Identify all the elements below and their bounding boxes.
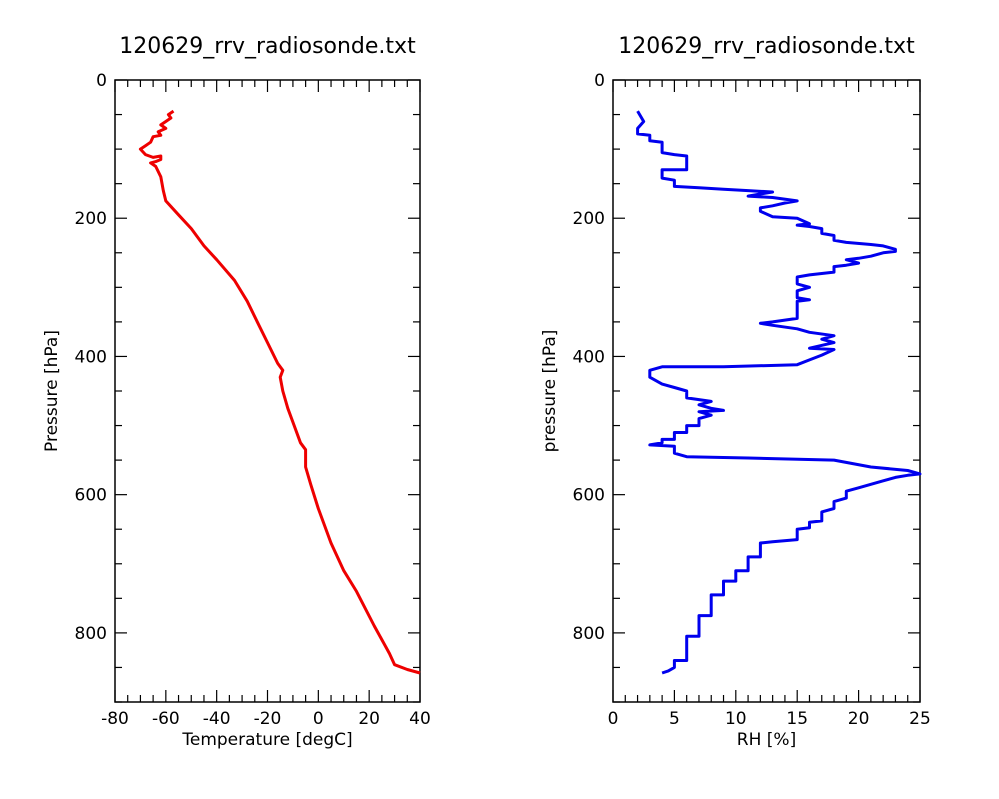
chart-title: 120629_rrv_radiosonde.txt: [618, 34, 915, 59]
y-tick-label: 200: [75, 209, 107, 229]
y-axis-label: pressure [hPa]: [540, 330, 560, 453]
y-tick-label: 400: [75, 347, 107, 367]
x-tick-label: 40: [409, 709, 431, 729]
x-axis-label: RH [%]: [737, 730, 796, 750]
x-tick-label: 15: [786, 709, 808, 729]
x-tick-label: -20: [254, 709, 282, 729]
y-tick-label: 0: [96, 71, 107, 91]
x-tick-label: 0: [313, 709, 324, 729]
y-tick-label: 200: [573, 209, 605, 229]
y-tick-label: 400: [573, 347, 605, 367]
temperature-panel: 120629_rrv_radiosonde.txt -80 -60 -40 -20 0 20…: [42, 34, 431, 750]
x-tick-label: 5: [669, 709, 680, 729]
y-tick-label: 800: [573, 624, 605, 644]
x-tick-label: -40: [203, 709, 231, 729]
rh-profile-line: [636, 110, 922, 675]
x-axis-label: Temperature [degC]: [181, 730, 352, 750]
rh-panel: 120629_rrv_radiosonde.txt 0 5 10 15 20 25 0 200 4…: [540, 34, 931, 750]
x-tick-label: -60: [152, 709, 180, 729]
y-tick-label: 600: [75, 486, 107, 506]
y-tick-label: 0: [594, 71, 605, 91]
temperature-profile-line: [138, 109, 421, 675]
plot-frame: [612, 79, 921, 703]
y-axis-label: Pressure [hPa]: [42, 330, 62, 452]
x-tick-label: 10: [725, 709, 747, 729]
x-tick-label: 20: [848, 709, 870, 729]
y-tick-label: 800: [75, 624, 107, 644]
x-tick-label: 0: [608, 709, 619, 729]
x-tick-label: 20: [358, 709, 380, 729]
x-tick-label: 25: [909, 709, 931, 729]
chart-title: 120629_rrv_radiosonde.txt: [119, 34, 416, 59]
y-tick-label: 600: [573, 486, 605, 506]
x-tick-label: -80: [101, 709, 129, 729]
